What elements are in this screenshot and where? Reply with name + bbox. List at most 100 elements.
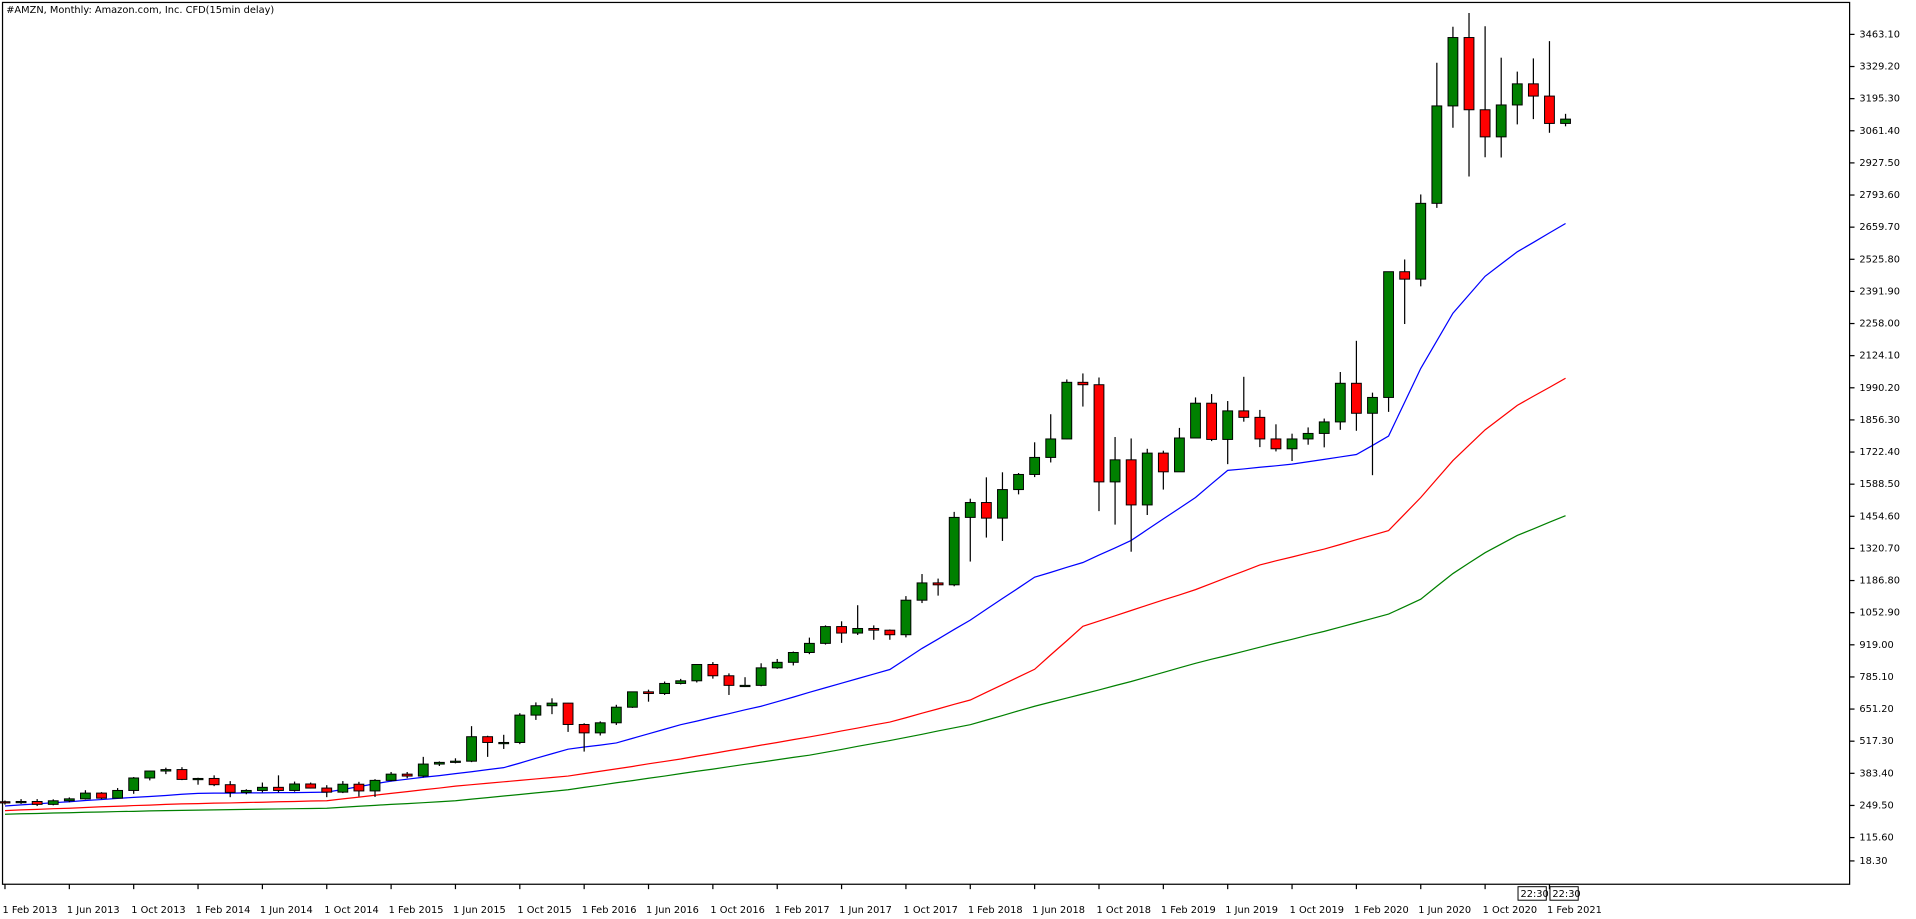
x-tick-label: 1 Oct 2019 (1290, 905, 1344, 916)
x-tick-label: 1 Jun 2018 (1032, 905, 1085, 916)
candle-body (1334, 382, 1346, 423)
candle-body (771, 661, 783, 669)
candle-body (562, 702, 574, 725)
candle-body (96, 792, 107, 799)
x-tick-label: 1 Jun 2016 (646, 905, 699, 916)
y-tick-label: 18.30 (1859, 856, 1887, 867)
candle-body (948, 516, 960, 586)
y-tick-label: 1990.20 (1859, 383, 1900, 394)
candle-body (997, 489, 1008, 519)
time-marker: 22:30 (1520, 889, 1548, 900)
y-tick-label: 1052.90 (1859, 608, 1900, 619)
candle-body (884, 629, 896, 636)
x-tick-label: 1 Jun 2019 (1225, 905, 1278, 916)
candle-body (1350, 382, 1362, 414)
y-tick-label: 3195.30 (1859, 94, 1900, 105)
candle-body (224, 784, 236, 793)
candle-body (836, 626, 847, 634)
candle-body (369, 779, 381, 792)
candle-body (514, 714, 526, 743)
candle-body (63, 798, 75, 802)
candle-body (723, 675, 735, 686)
candle-body (401, 773, 413, 777)
y-tick-label: 2525.80 (1859, 254, 1900, 265)
candle-body (932, 582, 944, 586)
candle-body (578, 723, 590, 734)
candle-body (47, 800, 59, 805)
candle-body (659, 682, 671, 695)
candle-body (128, 777, 140, 791)
x-tick-label: 1 Jun 2013 (67, 905, 120, 916)
candle-body (852, 628, 864, 634)
candle-body (803, 642, 815, 653)
x-tick-label: 1 Feb 2014 (196, 905, 251, 916)
x-tick-label: 1 Oct 2013 (131, 905, 185, 916)
y-tick-label: 2793.60 (1859, 190, 1900, 201)
candle-body (1286, 438, 1298, 450)
candle-body (240, 789, 252, 793)
y-tick-label: 1454.60 (1859, 511, 1900, 522)
x-tick-label: 1 Feb 2016 (582, 905, 637, 916)
candle-body (112, 789, 124, 799)
candle-body (610, 706, 622, 724)
y-tick-label: 2659.70 (1859, 222, 1900, 233)
candle-body (980, 502, 992, 519)
candle-body (1109, 459, 1121, 483)
candle-body (321, 787, 333, 793)
candle-body (546, 702, 558, 707)
x-tick-label: 1 Feb 2015 (389, 905, 444, 916)
candle-body (1206, 402, 1218, 440)
candle-body (1125, 459, 1137, 506)
candle-body (1190, 402, 1201, 439)
y-tick-label: 3329.20 (1859, 62, 1900, 73)
candle-body (1093, 384, 1105, 483)
candle-body (1560, 118, 1571, 124)
y-tick-label: 3463.10 (1859, 29, 1900, 40)
y-tick-label: 651.20 (1859, 704, 1893, 715)
y-tick-label: 785.10 (1859, 672, 1893, 683)
candle-body (289, 783, 300, 791)
candle-body (433, 761, 445, 765)
candle-body (208, 777, 220, 786)
candle-body (1431, 105, 1443, 204)
candle-body (707, 663, 719, 677)
candle-body (691, 663, 703, 682)
candle-body (1045, 438, 1057, 458)
candle-body (675, 680, 687, 684)
candle-body (337, 783, 349, 793)
candle-body (900, 599, 912, 636)
moving-average (4, 515, 1566, 815)
y-tick-label: 3061.40 (1859, 126, 1900, 137)
y-tick-label: 2927.50 (1859, 158, 1900, 169)
y-tick-label: 2124.10 (1859, 351, 1900, 362)
candle-body (15, 800, 27, 804)
candle-body (144, 770, 156, 779)
candle-body (1174, 437, 1185, 473)
x-tick-label: 1 Oct 2015 (517, 905, 571, 916)
y-tick-label: 517.30 (1859, 736, 1893, 747)
candle-body (417, 763, 429, 777)
y-tick-label: 383.40 (1859, 768, 1893, 779)
y-tick-label: 2258.00 (1859, 319, 1900, 330)
candle-body (1222, 410, 1234, 440)
candle-body (1029, 456, 1041, 475)
y-tick-label: 249.50 (1859, 800, 1893, 811)
x-tick-label: 1 Jun 2020 (1418, 905, 1471, 916)
candle-body (787, 651, 799, 663)
candle-body (1527, 83, 1539, 97)
candle-body (498, 741, 510, 745)
candle-body (0, 801, 11, 804)
candle-body (594, 722, 606, 734)
y-tick-label: 919.00 (1859, 640, 1893, 651)
candle-body (755, 667, 767, 686)
time-marker-box (1517, 886, 1547, 901)
y-tick-label: 1722.40 (1859, 447, 1900, 458)
candle-body (176, 769, 188, 780)
candle-body (80, 792, 91, 800)
candle-body (916, 582, 928, 601)
candle-body (1544, 95, 1555, 124)
candle-body (1061, 381, 1073, 440)
candle-body (1415, 202, 1427, 280)
time-marker: 22:30 (1552, 889, 1580, 900)
